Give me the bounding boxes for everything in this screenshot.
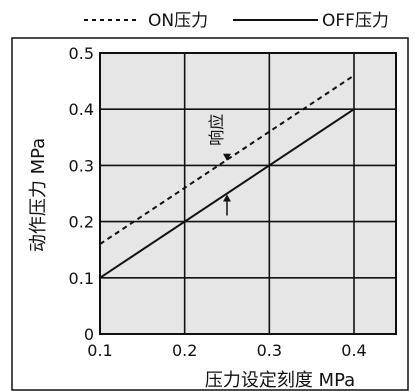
x-tick-label-3: 0.4 [341,341,366,360]
plot-area [100,53,396,334]
annotation-arrow-down-icon [223,153,231,161]
y-tick-label-0: 0 [84,325,94,344]
y-axis-label: 动作压力 MPa [28,138,49,252]
legend: ON压力 OFF压力 [84,11,389,31]
plot-frame [99,52,397,335]
outer-frame [11,37,409,391]
legend-on-label: ON压力 [148,11,208,31]
annotation-label: 响应 [207,114,226,146]
y-tick-label-1: 0.1 [69,269,94,288]
y-tick-label-4: 0.4 [69,100,94,119]
grid [99,52,397,335]
y-tick-label-3: 0.3 [69,156,94,175]
x-axis-label: 压力设定刻度 MPa [205,370,355,391]
series-layer [99,74,355,279]
ticks: 0.1 0.2 0.3 0.400.10.20.30.40.5 [69,44,367,360]
legend-off-label: OFF压力 [322,11,389,31]
x-tick-label-2: 0.3 [257,341,282,360]
y-tick-label-2: 0.2 [69,213,94,232]
x-tick-label-0: 0.1 [87,341,112,360]
series-line-on [99,74,355,245]
annotation-arrow-up-icon [223,194,231,202]
x-tick-label-1: 0.2 [172,341,197,360]
y-tick-label-5: 0.5 [69,44,94,63]
series-line-off [99,108,355,279]
annotation-layer: 响应 [207,114,231,216]
